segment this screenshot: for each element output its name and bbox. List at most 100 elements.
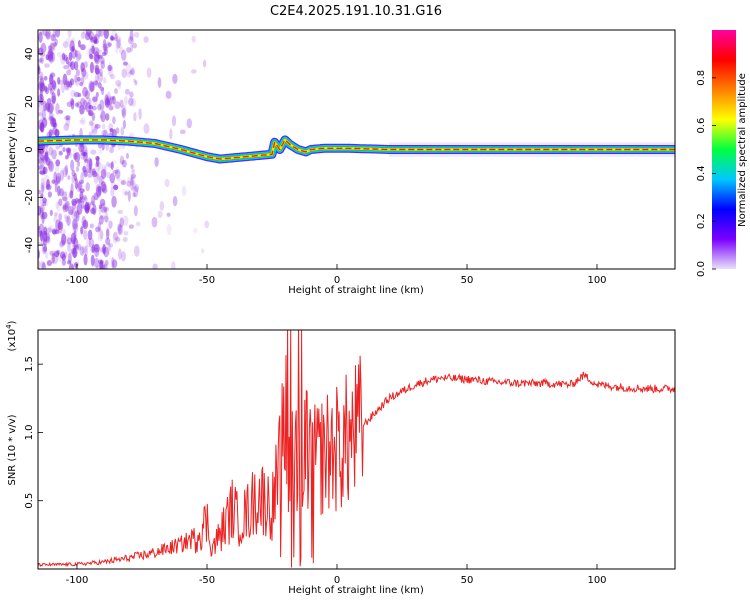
- noise-blob: [90, 254, 95, 267]
- noise-blob: [73, 244, 80, 250]
- noise-blob: [55, 219, 61, 232]
- noise-blob: [39, 122, 44, 133]
- noise-blob: [48, 146, 54, 156]
- noise-blob: [109, 96, 115, 101]
- noise-blob: [100, 61, 104, 69]
- noise-blob: [71, 208, 78, 217]
- noise-blob: [133, 245, 140, 257]
- noise-blob: [80, 226, 84, 235]
- noise-blob: [84, 158, 89, 164]
- noise-blob: [127, 176, 133, 183]
- noise-blob: [40, 177, 45, 190]
- noise-blob: [55, 145, 60, 150]
- noise-blob: [69, 190, 74, 199]
- noise-blob: [80, 44, 86, 51]
- noise-blob: [102, 43, 108, 52]
- noise-blob: [62, 147, 66, 153]
- noise-blob: [53, 180, 59, 186]
- noise-blob: [56, 52, 63, 58]
- noise-blob: [56, 249, 61, 256]
- noise-blob: [54, 250, 60, 258]
- noise-blob: [105, 237, 111, 246]
- noise-blob: [172, 73, 178, 84]
- noise-blob: [159, 201, 165, 211]
- noise-blob: [132, 192, 136, 198]
- noise-blob: [64, 164, 69, 176]
- colorbar: 0.0 0.2 0.4 0.6 0.8 Normalized spectral ampl…: [696, 30, 748, 277]
- noise-blob: [47, 82, 53, 91]
- x-tick-label: -50: [199, 575, 215, 586]
- noise-blob: [88, 80, 95, 93]
- noise-blob: [43, 231, 50, 243]
- noise-blob: [88, 105, 94, 110]
- noise-blob: [112, 231, 118, 244]
- noise-blob: [75, 69, 80, 77]
- noise-blob: [169, 128, 173, 140]
- noise-blob: [85, 182, 90, 192]
- noise-blob: [121, 108, 125, 118]
- noise-blob: [40, 156, 45, 163]
- noise-blob: [110, 161, 114, 171]
- colorbar-tick-label: 0.6: [696, 118, 707, 134]
- noise-blob: [129, 91, 134, 98]
- noise-blob: [94, 124, 98, 133]
- noise-blob: [129, 132, 135, 139]
- noise-blob: [97, 72, 104, 83]
- noise-blob: [74, 49, 78, 58]
- noise-blob: [96, 168, 100, 181]
- noise-blob: [70, 89, 76, 98]
- noise-blob: [99, 57, 105, 65]
- noise-blob: [58, 213, 63, 221]
- noise-blob: [143, 123, 150, 135]
- noise-blob: [97, 185, 102, 196]
- noise-blob: [65, 115, 71, 121]
- noise-blob: [118, 248, 122, 260]
- noise-blob: [47, 48, 53, 60]
- noise-blob: [120, 179, 127, 186]
- noise-blob: [125, 152, 130, 159]
- noise-blob: [119, 217, 124, 228]
- noise-blob: [87, 229, 93, 241]
- noise-blob: [48, 50, 54, 55]
- noise-blob: [53, 215, 58, 223]
- chart-title: C2E4.2025.191.10.31.G16: [270, 4, 442, 19]
- noise-blob: [109, 146, 114, 154]
- noise-blob: [95, 155, 100, 168]
- noise-blob: [133, 31, 140, 38]
- snr-series-line: [38, 330, 675, 568]
- noise-blob: [80, 171, 84, 184]
- noise-blob: [88, 111, 92, 116]
- noise-blob: [116, 223, 122, 232]
- noise-blob: [106, 171, 111, 179]
- noise-blob: [64, 191, 68, 196]
- noise-blob: [70, 37, 76, 44]
- noise-blob: [88, 48, 93, 57]
- noise-blob: [95, 183, 102, 193]
- noise-blob: [172, 196, 178, 207]
- noise-blob: [74, 102, 79, 108]
- noise-blob: [43, 75, 48, 81]
- noise-blob: [110, 74, 115, 80]
- noise-blob: [90, 208, 96, 215]
- colorbar-tick-label: 0.0: [696, 261, 707, 277]
- noise-blob: [47, 48, 54, 61]
- noise-blob: [125, 63, 132, 75]
- noise-blob: [107, 42, 112, 47]
- noise-blob: [110, 101, 115, 110]
- noise-blob: [63, 214, 68, 219]
- noise-blob: [96, 265, 100, 269]
- noise-blob: [108, 243, 114, 248]
- noise-blob: [132, 180, 136, 190]
- noise-blob: [120, 126, 125, 136]
- noise-blob: [51, 229, 57, 235]
- noise-blob: [109, 128, 113, 133]
- noise-blob: [113, 184, 119, 191]
- noise-blob: [93, 192, 99, 201]
- noise-blob: [47, 103, 54, 114]
- noise-blob: [52, 30, 56, 38]
- noise-blob: [100, 60, 106, 70]
- noise-blob: [45, 31, 51, 38]
- noise-blob: [97, 54, 103, 59]
- noise-blob: [47, 45, 53, 51]
- snr-panel: -100 -50 0 50 100 0.5 1.0 1.5 Height of straig…: [5, 320, 676, 596]
